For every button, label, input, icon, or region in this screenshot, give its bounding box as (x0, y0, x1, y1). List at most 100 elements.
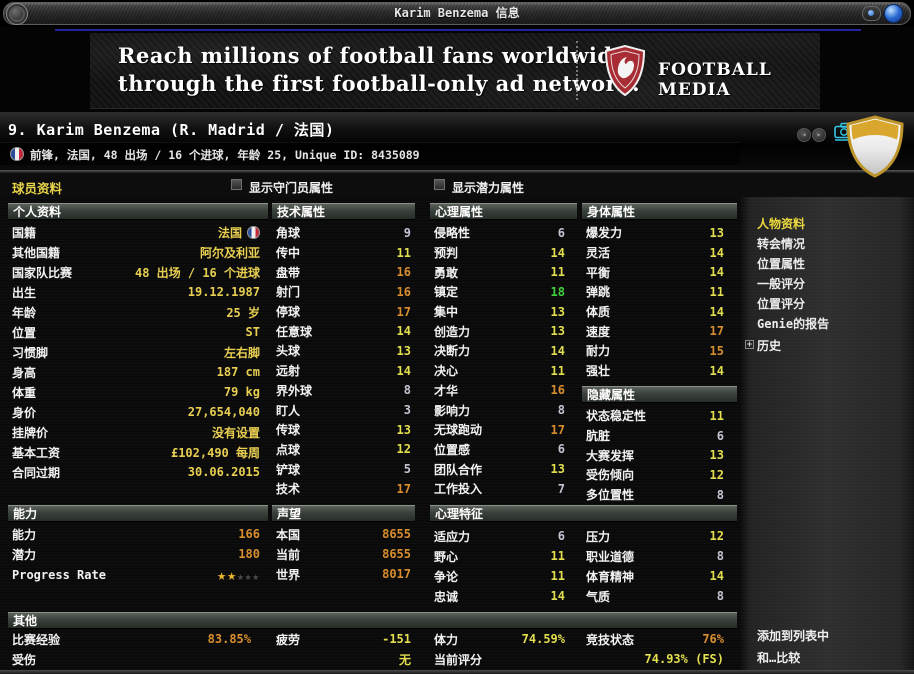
compare-with-action[interactable]: 和…比较 (757, 651, 801, 665)
attribute-label: 肮脏 (586, 429, 611, 444)
ad-brand: FOOTBALL MEDIA (658, 60, 772, 100)
title-bar: Karim Benzema 信息 (0, 0, 914, 27)
attribute-value: 11 (550, 363, 565, 378)
attribute-value: 14 (550, 343, 565, 358)
personal-row: 基本工资 £102,490 每周 (8, 442, 268, 462)
attribute-label: 决断力 (434, 344, 471, 359)
attribute-value: 13 (709, 225, 724, 240)
personal-row: 习惯脚 左右脚 (8, 342, 268, 362)
attribute-label: 镇定 (434, 285, 459, 300)
ability-section: 能力 能力 166 潜力 180 Progress Rate ★★★★★ (8, 505, 268, 586)
attribute-label: 预判 (434, 246, 459, 261)
attribute-row: 技术 17 (272, 479, 415, 499)
reputation-value: 8655 (382, 527, 411, 541)
attribute-label: 工作投入 (434, 482, 483, 497)
ability-value: 166 (238, 527, 260, 541)
nav-forward-button[interactable]: ▸ (812, 128, 826, 142)
ad-line-2: through the first football-only ad netwo… (118, 71, 641, 96)
sidebar-item-position-rating[interactable]: 位置评分 (757, 297, 806, 311)
expand-icon[interactable]: + (745, 340, 754, 350)
attribute-label: 无球跑动 (434, 423, 483, 438)
window-title: Karim Benzema 信息 (394, 6, 520, 20)
attribute-value: 14 (709, 245, 724, 260)
attribute-row: 射门 16 (272, 282, 415, 302)
attribute-label: 铲球 (276, 462, 301, 477)
status-label: 当前评分 (434, 652, 483, 667)
sidebar-item-label: 历史 (757, 339, 782, 353)
personal-label: 体重 (12, 385, 37, 400)
sidebar-item-profile[interactable]: 人物资料 (757, 217, 806, 231)
personal-value: 30.06.2015 (187, 465, 260, 479)
attribute-label: 多位置性 (586, 488, 635, 503)
sidebar-item-history[interactable]: + 历史 (745, 337, 782, 353)
personal-row: 身价 27,654,040 (8, 402, 268, 422)
attribute-value: 11 (550, 265, 565, 280)
attribute-label: 技术 (276, 482, 301, 497)
add-to-list-action[interactable]: 添加到列表中 (757, 629, 830, 643)
close-button[interactable] (884, 4, 903, 23)
banner-top-line (55, 29, 861, 31)
minimize-button[interactable] (862, 6, 881, 21)
personal-section: 个人资料 国籍 法国 其他国籍 阿尔及利亚 国家队比赛 48 出场 / 16 个… (8, 203, 268, 482)
attribute-label: 影响力 (434, 403, 471, 418)
attribute-row: 侵略性 6 (430, 223, 577, 243)
attribute-value: 7 (557, 481, 565, 496)
status-label: 受伤 (12, 652, 37, 667)
attribute-label: 状态稳定性 (586, 409, 647, 424)
nation-flag-icon (247, 225, 260, 239)
current-rating-cell: 当前评分 74.93% (FS) (430, 649, 737, 669)
nation-flag-icon (10, 147, 24, 161)
status-value: 74.59% (521, 632, 565, 646)
personal-label: 习惯脚 (12, 345, 49, 360)
traits-section: 心理特征 适应力 6 野心 11 争论 11 忠诚 14 压力 12 职业道德 (430, 505, 737, 604)
form-cell: 竞技状态 76% (582, 629, 737, 649)
personal-row: 国家队比赛 48 出场 / 16 个进球 (8, 262, 268, 282)
sidebar-item-position-attributes[interactable]: 位置属性 (757, 257, 806, 271)
sidebar-item-transfer[interactable]: 转会情况 (757, 237, 806, 251)
attribute-row: 决断力 14 (430, 341, 577, 361)
condition-cell: 体力 74.59% (430, 629, 577, 649)
personal-label: 位置 (12, 325, 37, 340)
personal-label: 其他国籍 (12, 245, 61, 260)
app-logo-icon (6, 3, 28, 25)
injury-cell: 受伤 无 (8, 649, 415, 669)
section-header-mental: 心理属性 (430, 203, 577, 220)
technical-section: 技术属性 角球 9 传中 11 盘带 16 射门 16 停球 17 任意球 14 (272, 203, 415, 499)
ad-line-1: Reach millions of football fans worldwid… (118, 43, 627, 68)
attribute-row: 体质 14 (582, 302, 737, 322)
progress-rate-row: Progress Rate ★★★★★ (8, 564, 268, 586)
window-bottom-edge (0, 670, 914, 674)
personal-label: 身高 (12, 365, 37, 380)
attribute-value: 11 (709, 284, 724, 299)
ability-value: 180 (238, 547, 260, 561)
attribute-label: 集中 (434, 305, 459, 320)
attribute-label: 传球 (276, 423, 301, 438)
attribute-row: 任意球 14 (272, 321, 415, 341)
nav-back-button[interactable]: ◂ (797, 128, 811, 142)
attribute-row: 镇定 18 (430, 282, 577, 302)
attribute-row: 平衡 14 (582, 262, 737, 282)
gk-attributes-checkbox[interactable] (230, 178, 243, 191)
attribute-label: 侵略性 (434, 226, 471, 241)
attribute-row: 预判 14 (430, 243, 577, 263)
potential-attributes-checkbox[interactable] (433, 178, 446, 191)
attribute-value: 12 (709, 467, 724, 482)
ad-text: Reach millions of football fans worldwid… (118, 42, 640, 98)
trait-label: 职业道德 (586, 549, 635, 564)
tab-player-profile[interactable]: 球员资料 (12, 181, 63, 196)
banner-ad[interactable]: Reach millions of football fans worldwid… (90, 33, 820, 109)
attribute-value: 17 (396, 304, 411, 319)
attribute-label: 位置感 (434, 442, 471, 457)
personal-value: 阿尔及利亚 (199, 245, 260, 260)
trait-row: 适应力 6 (430, 526, 577, 546)
personal-value: 19.12.1987 (187, 285, 260, 299)
hidden-attributes-section: 隐藏属性 状态稳定性 11 肮脏 6 大赛发挥 13 受伤倾向 12 多位置性 … (582, 386, 737, 504)
attribute-value: 6 (557, 442, 565, 457)
reputation-value: 8655 (382, 547, 411, 561)
sidebar-item-genie-report[interactable]: Genie的报告 (757, 317, 830, 331)
toolbar: 球员资料 显示守门员属性 显示潜力属性 (0, 173, 914, 198)
trait-value: 14 (709, 569, 724, 583)
sidebar-item-general-rating[interactable]: 一般评分 (757, 277, 806, 291)
personal-value: 187 cm (216, 365, 260, 379)
attribute-value: 14 (709, 265, 724, 280)
